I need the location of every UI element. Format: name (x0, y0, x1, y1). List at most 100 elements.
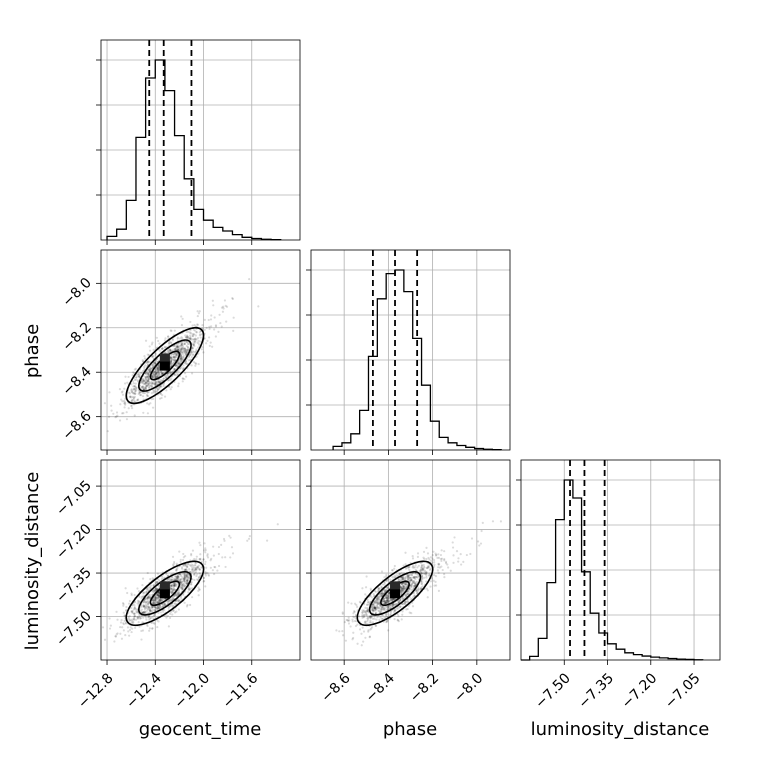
scatter-point (419, 569, 422, 572)
scatter-point (172, 588, 175, 591)
scatter-point (180, 344, 183, 347)
scatter-point (185, 574, 189, 577)
scatter-point (175, 585, 178, 588)
scatter-point (148, 361, 151, 364)
scatter-point (181, 358, 184, 362)
scatter-point (146, 375, 149, 379)
scatter-point (131, 380, 135, 383)
scatter-point (154, 372, 157, 375)
scatter-point (156, 606, 160, 609)
scatter-point (410, 576, 413, 580)
scatter-point (130, 400, 133, 403)
scatter-point (193, 333, 196, 336)
scatter-point (364, 611, 367, 614)
scatter-point (228, 534, 231, 537)
scatter-point (380, 606, 383, 609)
scatter-point (380, 606, 383, 609)
scatter-point (173, 347, 177, 351)
scatter-point (134, 392, 137, 395)
scatter-point (401, 613, 404, 616)
scatter-point (145, 596, 149, 600)
scatter-point (175, 345, 179, 348)
scatter-point (185, 574, 188, 577)
scatter-point (410, 585, 413, 588)
scatter-point (409, 579, 413, 582)
scatter-point (120, 619, 123, 622)
scatter-point (412, 566, 415, 569)
scatter-point (181, 558, 185, 562)
scatter-point (181, 317, 184, 320)
scatter-point (183, 573, 186, 576)
scatter-point (177, 361, 180, 364)
scatter-point (371, 609, 375, 613)
scatter-point (171, 596, 174, 599)
scatter-point (373, 606, 377, 609)
scatter-point (349, 625, 352, 628)
scatter-point (178, 591, 181, 595)
scatter-point (207, 573, 210, 576)
scatter-point (186, 573, 189, 576)
scatter-point (134, 626, 137, 629)
scatter-point (193, 578, 196, 582)
scatter-point (191, 568, 194, 571)
scatter-point (171, 591, 174, 594)
scatter-point (154, 588, 157, 591)
scatter-point (190, 565, 193, 568)
scatter-point (394, 609, 397, 612)
scatter-point (388, 605, 392, 608)
scatter-point (147, 378, 150, 381)
scatter-point (181, 352, 184, 355)
scatter-point (133, 392, 137, 396)
scatter-point (166, 349, 169, 352)
scatter-point (157, 600, 160, 604)
scatter-point (376, 604, 379, 607)
scatter-point (156, 368, 159, 371)
scatter-point (224, 565, 227, 569)
scatter-point (147, 390, 150, 394)
scatter-point (187, 359, 190, 362)
scatter-point (410, 578, 413, 581)
scatter-point (367, 610, 370, 613)
scatter-point (370, 605, 373, 608)
scatter-point (155, 588, 158, 591)
scatter-point (193, 573, 196, 576)
scatter-point (183, 342, 186, 346)
scatter-point (173, 584, 176, 588)
scatter-point (225, 305, 229, 308)
scatter-point (157, 370, 160, 373)
scatter-point (163, 603, 167, 607)
scatter-point (401, 588, 404, 591)
scatter-point (190, 583, 193, 586)
scatter-point (180, 566, 184, 569)
scatter-point (170, 591, 173, 594)
scatter-point (170, 362, 173, 365)
scatter-point (181, 348, 184, 351)
scatter-point (163, 608, 166, 612)
scatter-point (180, 584, 184, 588)
scatter-point (183, 349, 186, 352)
scatter-point (171, 339, 174, 342)
scatter-point (165, 616, 168, 619)
scatter-point (257, 305, 260, 308)
scatter-point (156, 366, 159, 369)
scatter-point (405, 586, 408, 589)
scatter-point (128, 395, 131, 398)
scatter-point (160, 385, 163, 388)
scatter-point (186, 337, 190, 340)
scatter-point (376, 598, 379, 601)
panel-geocent-time-vs-geocent-time (96, 39, 301, 245)
scatter-point (161, 347, 164, 350)
scatter-point (154, 360, 158, 363)
scatter-point (378, 611, 382, 614)
scatter-point (391, 604, 394, 608)
scatter-point (124, 401, 127, 404)
scatter-point (404, 600, 407, 603)
scatter-point (400, 583, 404, 586)
scatter-point (142, 379, 145, 382)
scatter-point (155, 380, 158, 383)
scatter-point (385, 575, 388, 578)
scatter-point (128, 392, 132, 395)
scatter-point (389, 578, 392, 581)
scatter-point (182, 356, 185, 359)
